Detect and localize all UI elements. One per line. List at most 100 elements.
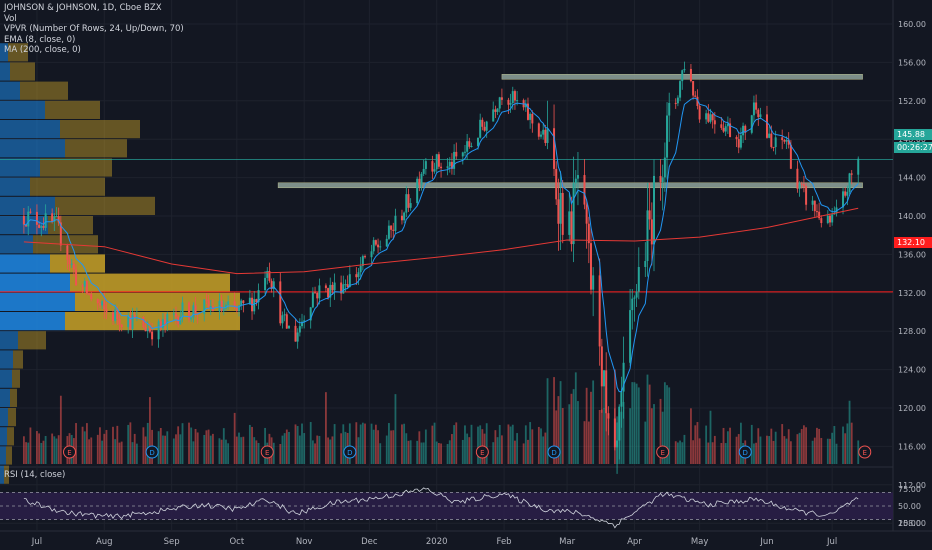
candle-body: [142, 316, 145, 328]
ema-legend[interactable]: EMA (8, close, 0): [4, 34, 76, 45]
candle-body: [683, 68, 686, 71]
volume-bar: [537, 426, 540, 464]
volume-bar: [374, 424, 377, 464]
candle-body: [774, 137, 777, 148]
vol-legend[interactable]: Vol: [4, 13, 17, 24]
volume-bar: [159, 427, 162, 464]
volume-bar: [568, 404, 571, 464]
candle-body: [574, 178, 577, 184]
volume-bar: [431, 425, 434, 464]
volume-bar: [225, 439, 227, 464]
volume-bar: [559, 381, 562, 464]
candle-body: [331, 284, 334, 291]
vpvr-legend[interactable]: VPVR (Number Of Rows, 24, Up/Down, 70): [4, 24, 184, 34]
vpvr-down-bar: [13, 350, 23, 369]
volume-bar: [755, 442, 758, 464]
candle-body: [613, 418, 616, 448]
candle-body: [329, 284, 332, 298]
candle-body: [772, 146, 775, 148]
candle-body: [346, 284, 349, 288]
x-tick-label: Nov: [296, 537, 313, 547]
candle-body: [98, 303, 101, 306]
volume-bar: [622, 401, 625, 464]
candle-body: [689, 68, 692, 82]
candle-body: [694, 95, 697, 97]
candle-body: [811, 200, 814, 205]
volume-bar: [272, 442, 275, 464]
candle-body: [709, 114, 712, 122]
volume-bar: [470, 424, 473, 464]
volume-bar: [53, 436, 56, 464]
ma-200-line: [23, 207, 859, 275]
volume-bar: [455, 422, 458, 464]
candle-body: [281, 315, 284, 324]
candle-body: [364, 256, 367, 258]
volume-bar: [90, 437, 93, 464]
volume-bar: [203, 434, 206, 464]
candle-body: [755, 102, 758, 110]
volume-bar: [663, 382, 666, 464]
x-tick-label: Feb: [497, 537, 512, 547]
candle-body: [587, 223, 590, 244]
candle-body: [652, 175, 655, 245]
candle-body: [568, 211, 571, 235]
volume-bar: [146, 422, 149, 464]
candle-body: [416, 178, 419, 204]
candle-body: [463, 151, 466, 153]
rsi-legend[interactable]: RSI (14, close): [4, 470, 66, 480]
candle-body: [209, 306, 212, 308]
volume-bar: [162, 435, 164, 464]
candle-body: [55, 216, 58, 218]
candle-body: [157, 321, 160, 340]
volume-bar: [129, 422, 132, 464]
candle-body: [842, 191, 845, 208]
candle-body: [757, 109, 760, 118]
volume-bar: [637, 387, 640, 464]
dividend-marker: [145, 445, 159, 459]
volume-bar: [435, 441, 438, 464]
volume-bar: [288, 431, 290, 464]
volume-bar: [781, 424, 784, 464]
vpvr-up-bar: [0, 196, 55, 215]
volume-bar: [546, 378, 549, 464]
ma-legend[interactable]: MA (200, close, 0): [4, 45, 81, 55]
symbol-title[interactable]: JOHNSON & JOHNSON, 1D, Cboe BZX: [4, 3, 162, 13]
volume-bar: [303, 433, 306, 464]
volume-bar: [468, 437, 471, 464]
candle-body: [605, 370, 608, 414]
volume-bar: [635, 383, 638, 464]
candle-body: [572, 183, 575, 245]
candle-body: [468, 141, 471, 147]
vpvr-down-bar: [50, 254, 105, 273]
volume-bar: [59, 395, 62, 464]
volume-bar: [372, 429, 375, 464]
candle-body: [850, 173, 853, 175]
volume-bar: [668, 387, 671, 464]
volume-bar: [212, 433, 214, 464]
volume-bar: [485, 423, 488, 464]
vpvr-up-bar: [0, 292, 75, 311]
volume-bar: [359, 424, 362, 464]
volume-bar: [281, 435, 284, 464]
vpvr-up-bar: [0, 273, 70, 292]
candle-body: [272, 281, 275, 290]
volume-bar: [283, 433, 286, 464]
volume-bar: [461, 439, 464, 464]
vpvr-up-bar: [0, 465, 4, 484]
volume-bar: [205, 430, 208, 464]
candle-body: [240, 300, 243, 306]
vpvr-up-bar: [0, 177, 30, 196]
vpvr-down-bar: [18, 331, 46, 350]
volume-bar: [555, 410, 558, 464]
volume-bar: [36, 431, 38, 464]
candle-body: [285, 314, 288, 329]
volume-bar: [329, 439, 332, 464]
candle-body: [544, 129, 547, 143]
candle-body: [377, 244, 380, 248]
volume-bar: [577, 401, 579, 464]
vpvr-down-bar: [65, 312, 240, 331]
volume-bar: [509, 426, 512, 464]
volume-bar: [405, 433, 408, 464]
volume-bar: [116, 425, 119, 464]
